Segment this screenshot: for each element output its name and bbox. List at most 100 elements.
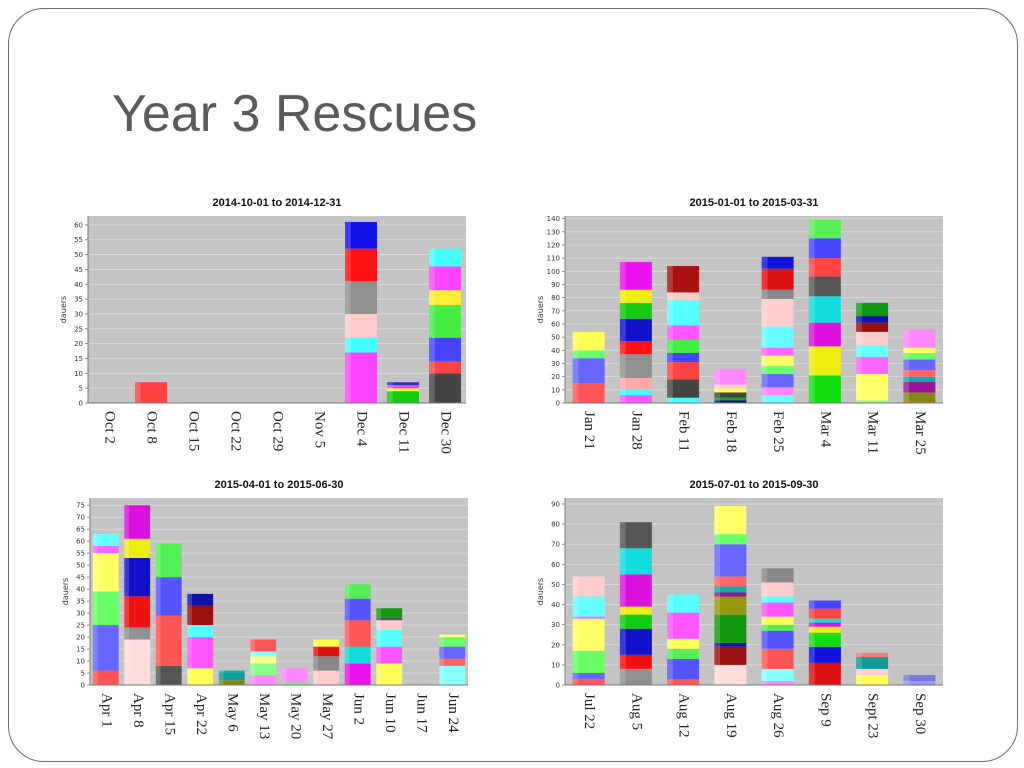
bar-segment [135,382,167,403]
bar-highlight [376,608,381,685]
bar-segment [619,302,652,319]
y-tick-label: 25 [76,622,85,630]
bar-stack [667,594,700,685]
y-tick-label: 55 [74,236,83,244]
bar-segment [856,322,889,332]
y-tick-label: 30 [74,310,83,318]
bar-segment [387,388,419,392]
bar-segment [572,616,605,619]
bar-segment [808,618,841,623]
bar-segment [667,594,700,613]
bar-stack [761,256,794,403]
bar-segment [376,629,403,647]
bar-segment [761,624,794,631]
bar-segment [903,352,936,360]
bar-segment [761,387,794,396]
bar-highlight [619,262,626,403]
bar-segment [667,292,700,301]
bar-segment [345,221,377,249]
bar-segment [218,670,245,674]
bar-stack [439,634,466,685]
bar-highlight [903,674,910,685]
bar-segment [714,506,747,535]
bar-segment [856,674,889,685]
bar-segment [808,276,841,297]
bar-segment [155,577,182,616]
bar-segment [714,592,747,597]
bar-segment [572,350,605,359]
y-tick-label: 90 [551,281,560,289]
x-tick-label: Dec 30 [438,411,454,454]
bar-highlight [903,329,910,403]
bar-segment [281,668,308,683]
bar-stack [345,221,377,403]
y-axis-label: dauers [536,578,545,605]
y-tick-label: 40 [74,281,83,289]
bar-segment [714,614,747,643]
x-tick-label: Dec 4 [354,411,370,447]
y-tick-label: 30 [76,610,85,618]
bar-segment [667,612,700,639]
x-tick-label: Oct 29 [270,411,286,451]
bar-segment [387,385,419,389]
bar-segment [345,313,377,338]
bar-segment [313,656,340,671]
y-tick-label: 15 [74,355,83,363]
bar-segment [250,675,277,685]
bar-segment [714,397,747,401]
bar-stack [387,382,419,403]
bar-segment [714,664,747,685]
bar-segment [619,354,652,378]
x-tick-label: Mar 11 [865,411,881,454]
bar-highlight [218,670,224,685]
bar-segment [714,392,747,398]
bar-segment [572,596,605,617]
bar-segment [344,584,371,599]
bar-segment [572,672,605,679]
bar-segment [155,665,182,685]
bar-segment [187,593,214,606]
bar-stack [903,329,936,403]
y-tick-label: 0 [556,682,560,690]
bar-highlight [135,382,141,403]
bar-highlight [187,593,192,685]
y-tick-label: 55 [76,550,85,558]
y-tick-label: 0 [79,400,83,408]
bar-stack [714,368,747,403]
y-tick-label: 90 [551,501,560,509]
bar-segment [761,395,794,403]
bar-segment [376,663,403,685]
bar-segment [619,389,652,396]
bar-segment [856,356,889,375]
bar-highlight [345,221,351,403]
bar-segment [572,576,605,597]
bar-segment [808,296,841,323]
x-tick-label: Sep 9 [817,693,833,727]
bar-stack [250,639,277,685]
chart-title: 2015-07-01 to 2015-09-30 [689,479,818,491]
bar-segment [124,505,151,539]
y-tick-label: 20 [551,373,560,381]
bar-segment [345,352,377,403]
y-tick-label: 10 [551,386,560,394]
x-tick-label: Aug 26 [770,693,786,738]
bar-segment [667,339,700,353]
bar-highlight [667,266,673,403]
x-tick-label: Apr 15 [161,693,177,735]
bar-segment [903,376,936,382]
bar-segment [572,650,605,673]
bar-segment [714,388,747,393]
bar-segment [761,366,794,375]
bar-segment [92,533,119,546]
y-tick-label: 60 [76,538,85,546]
bar-segment [714,642,747,647]
x-tick-label: Oct 2 [102,411,118,444]
y-tick-label: 60 [74,221,83,229]
x-tick-label: Feb 18 [723,411,739,452]
bar-segment [187,605,214,626]
bar-segment [250,639,277,652]
x-tick-label: Oct 15 [186,411,202,451]
bar-segment [903,370,936,377]
bar-segment [808,375,841,403]
x-tick-label: Sep 30 [912,693,928,734]
